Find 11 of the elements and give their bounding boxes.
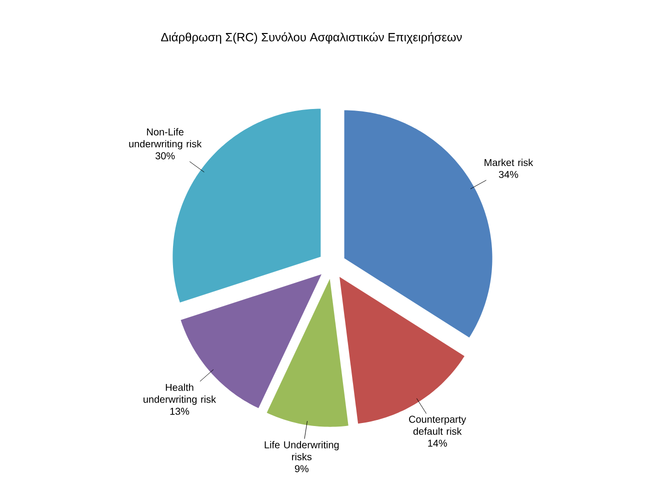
data-label: 9% [294,465,309,472]
slice-label: Health underwriting risk [144,384,216,405]
slice-label: Life Underwriting risks [264,441,339,460]
data-label: 14% [428,440,447,447]
slice-label: Counterparty default risk [409,416,466,435]
data-label: 34% [498,170,518,178]
data-label: 30% [156,152,175,160]
slice-label: Market risk [484,158,534,166]
chart-title: Διάρθρωση Σ(RC) Συνόλου Ασφαλιστικών Επιχειρήσεων [161,32,462,44]
data-label: 13% [170,408,190,415]
slice-label: Non-Life underwriting risk [129,128,202,150]
